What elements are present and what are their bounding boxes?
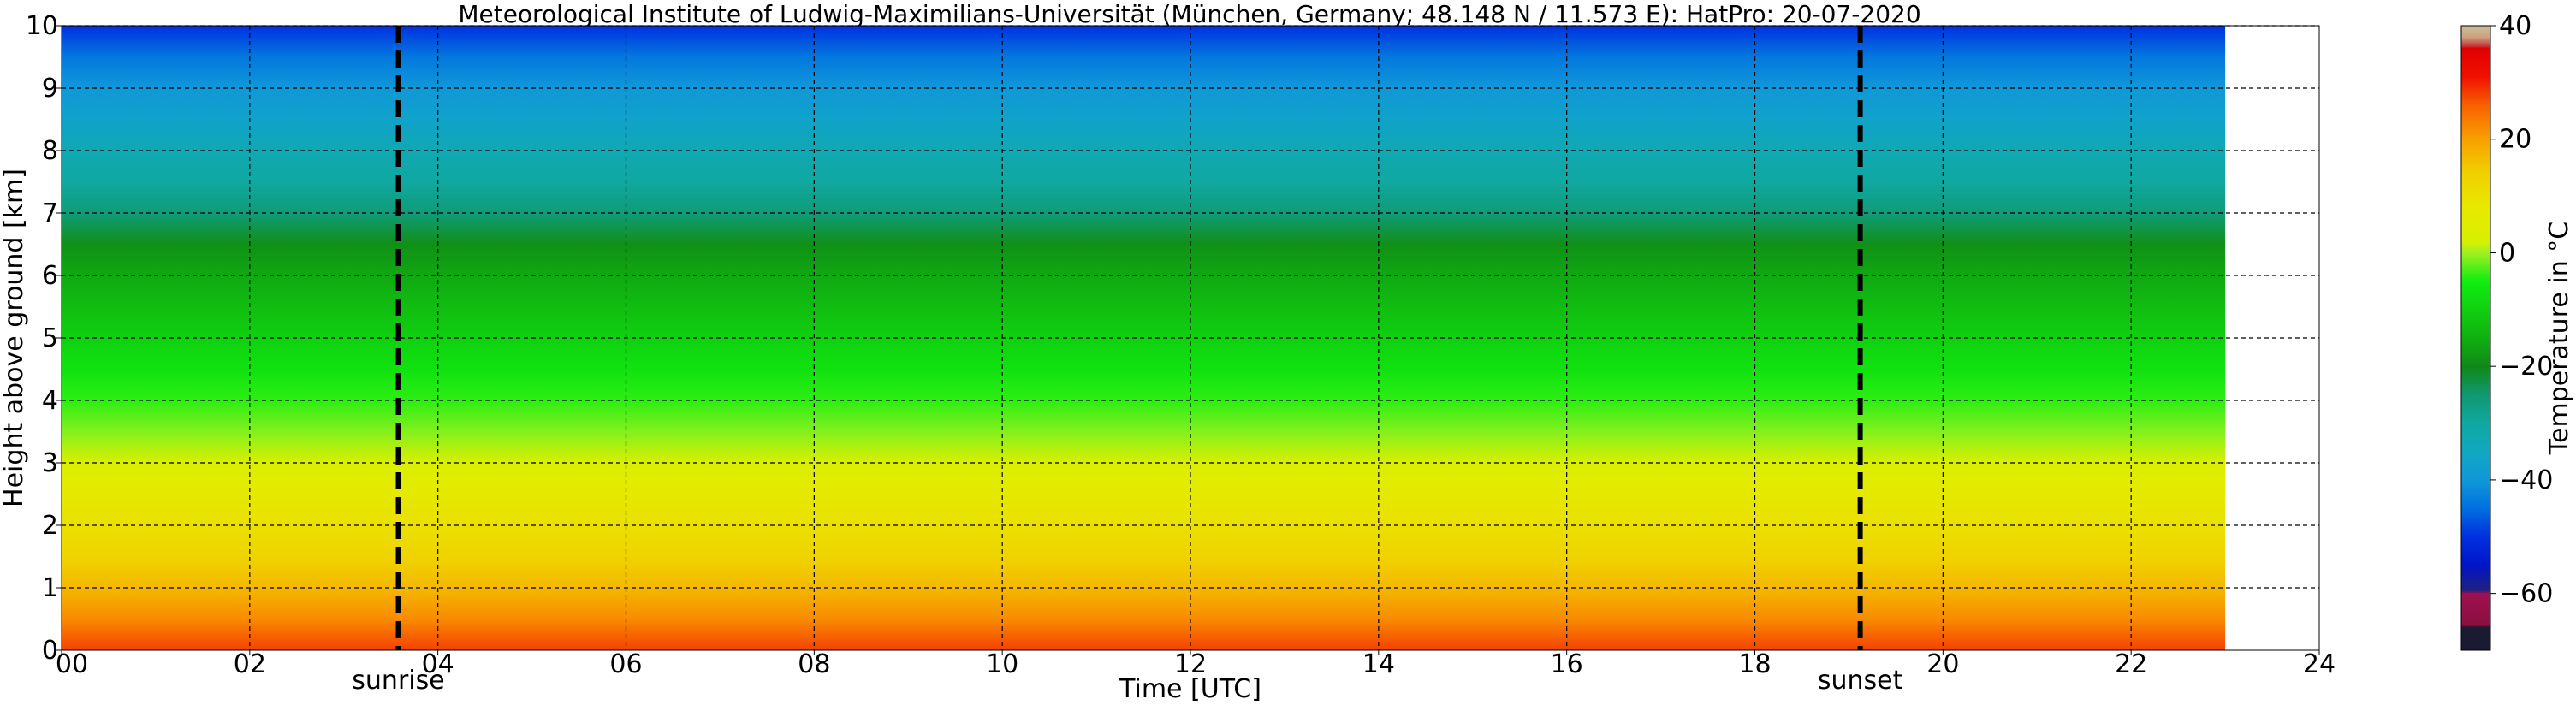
colorbar-tick-label: 40 [2499, 11, 2531, 41]
y-tick-label: 10 [26, 11, 58, 41]
x-tick-label: 08 [798, 649, 830, 679]
annotation-lines [395, 26, 1863, 650]
y-tick-label: 8 [42, 136, 58, 166]
x-tick-label: 16 [1551, 649, 1583, 679]
colorbar-ticks: −60 −40 −20 0 20 40 [2490, 11, 2553, 609]
x-tick-label: 20 [1926, 649, 1959, 679]
chart-title: Meteorological Institute of Ludwig-Maxim… [458, 0, 1920, 28]
colorbar: −60 −40 −20 0 20 40 Temperature in °C [2460, 11, 2574, 651]
y-tick-label: 1 [42, 573, 58, 603]
y-tick-label: 4 [42, 386, 58, 416]
x-axis-label: Time [UTC] [1119, 674, 1261, 704]
y-tick-label: 7 [42, 198, 58, 228]
y-tick-label: 5 [42, 323, 58, 353]
x-tick-label: 00 [56, 649, 88, 679]
x-tick-label: 18 [1738, 649, 1771, 679]
sunrise-label: sunrise [352, 666, 444, 696]
colorbar-frame [2460, 25, 2491, 651]
colorbar-tick-label: 20 [2499, 125, 2531, 155]
x-tick-label: 04 [422, 649, 454, 679]
x-tick-label: 14 [1362, 649, 1395, 679]
annotation-labels: sunrise sunset [352, 666, 1902, 696]
colorbar-tick-label: −20 [2499, 352, 2553, 382]
colorbar-tick-label: −60 [2499, 579, 2553, 609]
x-axis-ticks: 00 02 04 06 08 10 12 14 16 18 20 22 24 [56, 649, 2336, 679]
y-tick-label: 0 [42, 636, 58, 666]
x-tick-label: 22 [2115, 649, 2147, 679]
sunset-label: sunset [1818, 666, 1903, 696]
y-tick-label: 9 [42, 74, 58, 104]
colorbar-label: Temperature in °C [2544, 222, 2574, 455]
colorbar-gradient [2461, 26, 2490, 650]
y-tick-label: 2 [42, 511, 58, 541]
colorbar-tick-label: 0 [2499, 238, 2515, 268]
y-axis-ticks: 0 1 2 3 4 5 6 7 8 9 10 [26, 11, 62, 666]
grid-lines [62, 25, 2319, 650]
y-tick-label: 6 [42, 261, 58, 291]
x-tick-label: 06 [609, 649, 642, 679]
y-tick-label: 3 [42, 448, 58, 478]
x-tick-label: 12 [1174, 649, 1207, 679]
x-tick-label: 02 [234, 649, 266, 679]
x-tick-label: 24 [2303, 649, 2336, 679]
plot-area: 00 02 04 06 08 10 12 14 16 18 20 22 24 012345678910 … [26, 11, 2336, 696]
colorbar-tick-label: −40 [2499, 465, 2553, 495]
y-axis-label: Height above ground [km] [0, 169, 29, 507]
x-tick-label: 10 [986, 649, 1018, 679]
